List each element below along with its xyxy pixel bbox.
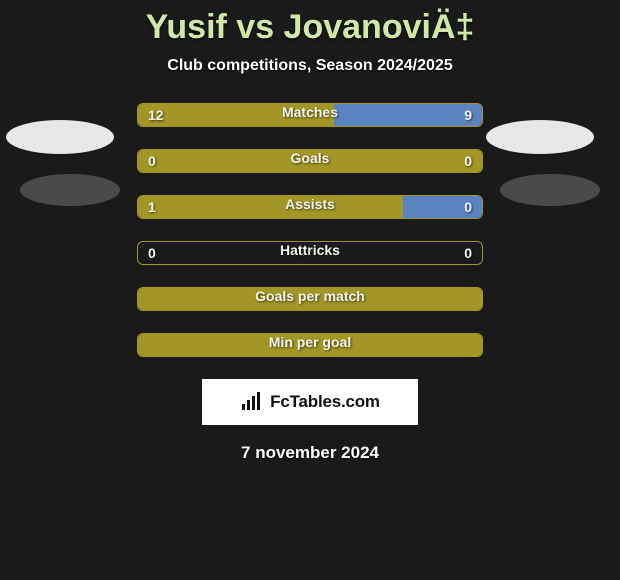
stat-bar-left [138,288,482,310]
stat-bar-left [138,334,482,356]
stat-value-left: 0 [148,245,156,261]
stat-rows: Matches129Goals00Assists10Hattricks00Goa… [137,103,483,357]
page-subtitle: Club competitions, Season 2024/2025 [0,57,620,75]
stat-row: Goals per match [137,287,483,311]
brand-text: FcTables.com [270,392,380,412]
stat-values: 00 [138,242,482,264]
stat-bar-left [138,150,482,172]
stat-bar-right [334,104,482,126]
stat-bar-left [138,104,334,126]
stat-row: Assists10 [137,195,483,219]
stat-row: Min per goal [137,333,483,357]
stat-value-right: 0 [464,245,472,261]
stat-bar-left [138,196,403,218]
page-title: Yusif vs JovanoviÄ‡ [0,0,620,47]
stat-row: Goals00 [137,149,483,173]
brand-box: FcTables.com [202,379,418,425]
stat-label: Hattricks [138,242,482,258]
brand-logo-icon [240,392,264,412]
date-line: 7 november 2024 [0,443,620,463]
stat-bar-right [403,196,482,218]
comparison-chart: Matches129Goals00Assists10Hattricks00Goa… [0,103,620,357]
stat-row: Matches129 [137,103,483,127]
stat-row: Hattricks00 [137,241,483,265]
